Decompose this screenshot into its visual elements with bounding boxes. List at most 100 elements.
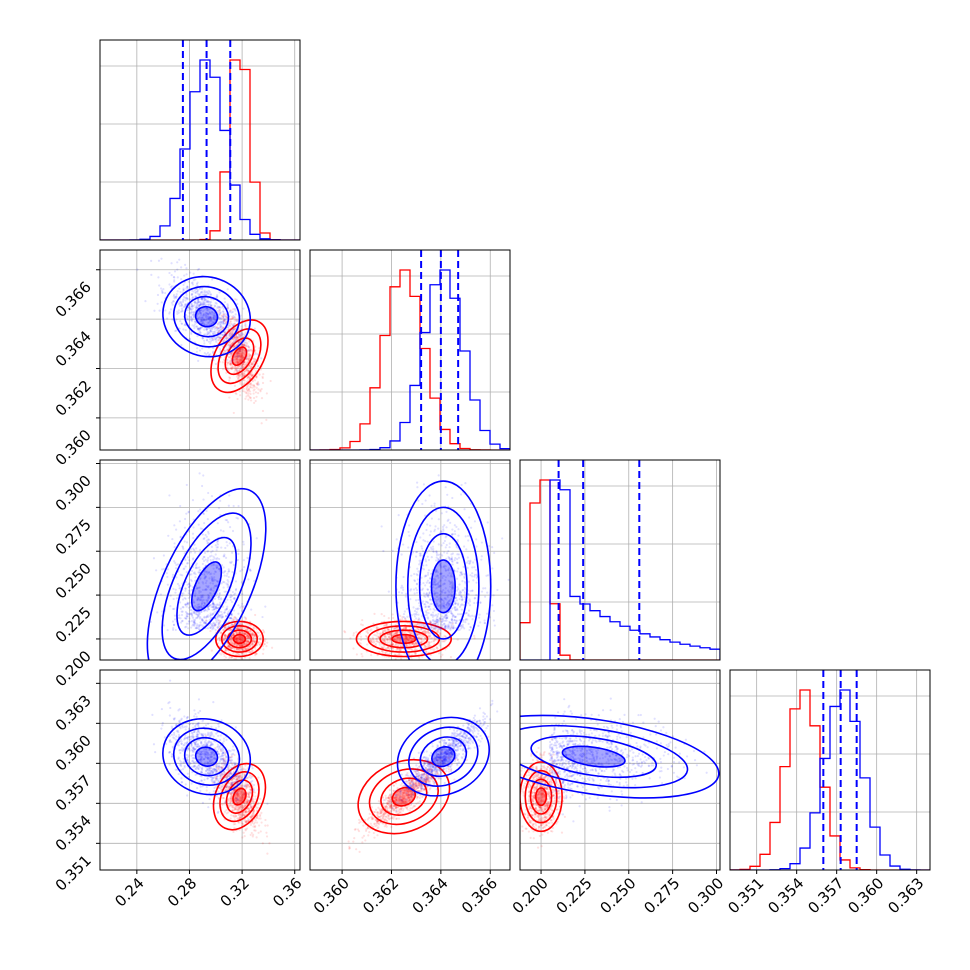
scatter-point-blue	[196, 613, 199, 616]
scatter-point-red	[235, 336, 238, 339]
scatter-point-blue	[187, 622, 190, 625]
scatter-point-blue	[210, 575, 213, 579]
scatter-point-blue	[194, 295, 197, 298]
scatter-point-blue	[207, 303, 210, 306]
scatter-point-red	[231, 636, 234, 640]
scatter-point-red	[270, 646, 274, 649]
scatter-point-blue	[217, 621, 221, 624]
scatter-point-blue	[217, 313, 220, 316]
scatter-point-blue	[255, 359, 258, 362]
scatter-point-blue	[220, 320, 223, 323]
scatter-point-blue	[447, 600, 450, 603]
scatter-point-blue	[238, 628, 241, 631]
scatter-point-red	[450, 626, 453, 629]
scatter-point-blue	[230, 622, 234, 626]
scatter-point-blue	[202, 301, 205, 304]
scatter-point-red	[242, 351, 245, 354]
scatter-point-blue	[201, 293, 204, 296]
scatter-point-blue	[226, 304, 229, 307]
scatter-point-blue	[191, 532, 195, 535]
scatter-point-red	[241, 638, 244, 641]
scatter-point-blue	[208, 604, 211, 607]
scatter-point-blue	[191, 295, 195, 299]
scatter-point-blue	[442, 541, 445, 545]
scatter-point-blue	[215, 326, 218, 330]
scatter-point-red	[235, 337, 238, 341]
scatter-point-red	[369, 640, 372, 643]
scatter-point-red	[438, 644, 441, 647]
scatter-point-red	[238, 643, 242, 647]
scatter-point-blue	[206, 330, 209, 334]
scatter-point-blue	[237, 354, 240, 357]
scatter-point-blue	[455, 599, 458, 602]
scatter-point-blue	[256, 365, 260, 368]
scatter-point-blue	[172, 300, 175, 303]
scatter-point-blue	[190, 619, 193, 623]
scatter-point-red	[386, 641, 389, 644]
scatter-point-blue	[197, 312, 200, 316]
scatter-point-blue	[194, 308, 198, 311]
scatter-point-red	[247, 647, 250, 650]
scatter-point-blue	[444, 591, 447, 594]
scatter-point-blue	[241, 602, 244, 605]
scatter-point-red	[241, 352, 244, 355]
scatter-point-red	[229, 356, 232, 359]
scatter-point-blue	[216, 522, 219, 525]
scatter-point-blue	[207, 614, 210, 617]
scatter-point-blue	[182, 288, 185, 292]
scatter-point-blue	[213, 584, 216, 588]
scatter-point-red	[236, 319, 239, 322]
scatter-point-red	[248, 340, 251, 343]
scatter-point-blue	[181, 310, 184, 313]
scatter-point-red	[414, 647, 417, 651]
scatter-point-red	[232, 308, 235, 311]
scatter-point-red	[243, 627, 246, 630]
scatter-point-blue	[207, 586, 210, 589]
scatter-point-blue	[171, 607, 175, 611]
scatter-point-red	[238, 644, 242, 647]
scatter-point-red	[473, 634, 476, 638]
scatter-point-red	[233, 322, 237, 325]
scatter-point-blue	[174, 295, 178, 298]
scatter-point-red	[251, 373, 254, 376]
scatter-point-blue	[421, 502, 424, 506]
scatter-point-blue	[166, 575, 169, 579]
scatter-point-blue	[249, 569, 252, 572]
scatter-point-red	[239, 335, 243, 338]
scatter-point-blue	[440, 627, 443, 630]
scatter-point-red	[225, 348, 229, 351]
scatter-point-red	[406, 638, 409, 641]
scatter-point-red	[253, 634, 256, 637]
scatter-point-blue	[191, 624, 194, 627]
scatter-point-red	[239, 638, 242, 641]
scatter-point-red	[241, 355, 244, 358]
scatter-point-red	[414, 653, 417, 656]
scatter-point-blue	[465, 617, 468, 621]
scatter-point-blue	[211, 602, 215, 605]
scatter-point-red	[411, 642, 414, 645]
scatter-point-red	[252, 361, 255, 364]
scatter-point-red	[263, 643, 266, 646]
scatter-point-blue	[247, 345, 250, 348]
scatter-point-red	[229, 341, 232, 344]
scatter-point-red	[239, 665, 241, 667]
scatter-point-blue	[418, 622, 422, 625]
scatter-point-red	[243, 370, 246, 373]
scatter-point-red	[218, 338, 221, 342]
scatter-point-red	[438, 632, 442, 635]
scatter-point-red	[222, 358, 226, 361]
scatter-point-blue	[198, 624, 201, 627]
scatter-point-blue	[177, 302, 181, 306]
histogram-blue	[310, 269, 510, 450]
scatter-point-red	[428, 619, 432, 623]
scatter-point-red	[404, 617, 407, 621]
scatter-point-blue	[413, 609, 417, 613]
scatter-point-blue	[468, 604, 472, 607]
scatter-point-blue	[187, 510, 190, 513]
scatter-point-red	[249, 396, 252, 399]
scatter-point-blue	[209, 626, 212, 629]
scatter-point-blue	[214, 318, 217, 321]
scatter-point-red	[424, 637, 428, 640]
scatter-point-red	[244, 363, 247, 366]
scatter-point-red	[398, 648, 401, 651]
